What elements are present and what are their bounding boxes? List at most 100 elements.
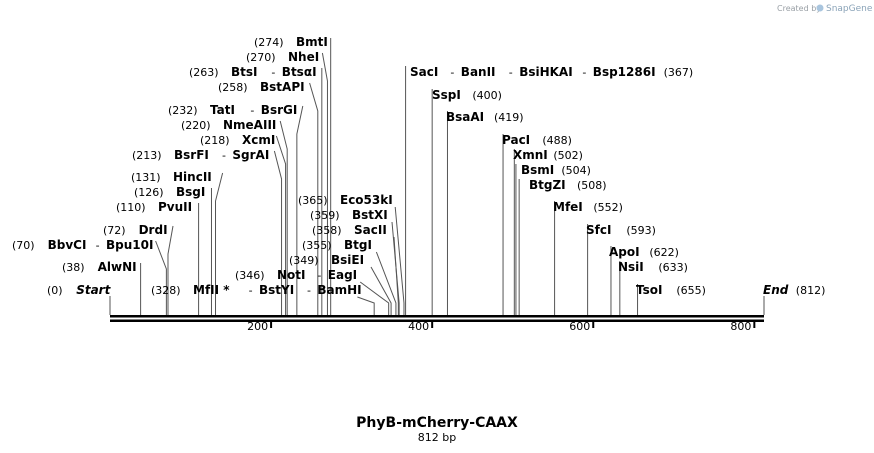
site-mfei[interactable]: MfeI (552) xyxy=(553,200,623,214)
ruler-tick-label: 800 xyxy=(730,320,751,333)
enzyme-name-paci: PacI xyxy=(502,133,530,147)
site-bmti[interactable]: (274) BmtI xyxy=(254,35,328,49)
enzyme-name-bsgi: BsgI xyxy=(176,185,205,199)
enzyme-name-saci-1: BanII xyxy=(461,65,496,79)
enzyme-name-mfei: MfeI xyxy=(553,200,583,214)
backbone-bottom-strand xyxy=(110,319,764,322)
site-saci[interactable]: SacI - BanII - BsiHKAI - Bsp1286I (367) xyxy=(410,65,693,79)
site-position-bsiei: (349) xyxy=(289,254,319,267)
site-leader-lines xyxy=(109,38,765,315)
site-bstapi[interactable]: (258) BstAPI xyxy=(218,80,305,94)
enzyme-name-noti-1: EagI xyxy=(328,268,357,282)
site-bsaai[interactable]: BsaAI (419) xyxy=(446,110,524,124)
site-position-bbvci: (70) xyxy=(12,239,35,252)
leader-line-bstapi xyxy=(309,82,319,315)
enzyme-name-btgzi: BtgZI xyxy=(529,178,566,192)
leader-line-btgi xyxy=(375,251,397,315)
site-position-paci: (488) xyxy=(542,134,572,147)
name-separator: - xyxy=(582,66,586,79)
site-position-mfli: (328) xyxy=(151,284,181,297)
site-position-bsmi: (504) xyxy=(561,164,591,177)
site-position-nhei: (270) xyxy=(246,51,276,64)
site-btgi[interactable]: (355) BtgI xyxy=(302,238,372,252)
leader-line-bstxi xyxy=(391,221,400,315)
enzyme-name-saci: SacI xyxy=(410,65,438,79)
site-paci[interactable]: PacI (488) xyxy=(502,133,572,147)
map-title: PhyB-mCherry-CAAX xyxy=(356,415,518,431)
leader-line-xcmi xyxy=(275,135,287,315)
enzyme-name-eco53ki: Eco53kI xyxy=(340,193,393,207)
leader-line-bsrfi xyxy=(273,150,283,315)
site-tsoi[interactable]: TsoI (655) xyxy=(636,283,706,297)
site-position-sacii: (358) xyxy=(312,224,342,237)
enzyme-name-sspi: SspI xyxy=(432,88,461,102)
enzyme-name-tati-1: BsrGI xyxy=(261,103,298,117)
site-position-btgzi: (508) xyxy=(577,179,607,192)
enzyme-name-sfci: SfcI xyxy=(586,223,611,237)
site-position-sspi: (400) xyxy=(472,89,502,102)
enzyme-name-bsrfi: BsrFI xyxy=(174,148,209,162)
backbone-top-strand xyxy=(110,315,764,318)
site-start[interactable]: (0) Start xyxy=(47,283,112,297)
site-end[interactable]: End (812) xyxy=(763,283,825,297)
site-position-end: (812) xyxy=(796,284,826,297)
leader-line-hincii xyxy=(215,172,224,315)
site-mfli[interactable]: (328) MfII * - BstYI - BamHI xyxy=(151,283,362,297)
site-drdi[interactable]: (72) DrdI xyxy=(103,223,168,237)
site-btsi[interactable]: (263) BtsI - BtsαI xyxy=(189,65,317,79)
site-nsii[interactable]: NsiI (633) xyxy=(618,260,688,274)
site-xmni[interactable]: XmnI (502) xyxy=(513,148,583,162)
site-tati[interactable]: (232) TatI - BsrGI xyxy=(168,103,297,117)
site-bbvci[interactable]: (70) BbvCI - Bpu10I xyxy=(12,238,153,252)
site-bsiei[interactable]: (349) BsiEI xyxy=(289,253,364,267)
enzyme-name-xcmi: XcmI xyxy=(242,133,275,147)
leader-line-nmeaiii xyxy=(279,120,288,315)
site-labels: (0) Start (38) AlwNI (70) BbvCI - Bpu10I(72) Drd… xyxy=(12,35,825,297)
leader-line-bbvci xyxy=(155,240,167,315)
site-btgzi[interactable]: BtgZI (508) xyxy=(529,178,607,192)
site-sacii[interactable]: (358) SacII xyxy=(312,223,387,237)
site-sspi[interactable]: SspI (400) xyxy=(432,88,502,102)
enzyme-name-btgi: BtgI xyxy=(344,238,372,252)
site-nhei[interactable]: (270) NheI xyxy=(246,50,319,64)
enzyme-name-bsrfi-1: SgrAI xyxy=(232,148,269,162)
site-eco53ki[interactable]: (365) Eco53kI xyxy=(298,193,393,207)
leader-line-bsiei xyxy=(370,266,392,315)
site-pvuii[interactable]: (110) PvuII xyxy=(116,200,192,214)
enzyme-name-bbvci-1: Bpu10I xyxy=(106,238,153,252)
site-position-nmeaiii: (220) xyxy=(181,119,211,132)
site-alwni[interactable]: (38) AlwNI xyxy=(62,260,137,274)
enzyme-name-start: Start xyxy=(76,283,111,297)
enzyme-name-nhei: NheI xyxy=(288,50,319,64)
site-position-noti: (346) xyxy=(235,269,265,282)
enzyme-name-mfli-2: BamHI xyxy=(317,283,361,297)
enzyme-name-mfli: MfII * xyxy=(193,283,230,297)
site-noti[interactable]: (346) NotI - EagI xyxy=(235,268,357,282)
site-position-mfei: (552) xyxy=(593,201,623,214)
site-xcmi[interactable]: (218) XcmI xyxy=(200,133,275,147)
enzyme-name-hincii: HincII xyxy=(173,170,212,184)
ruler-tick-mark xyxy=(431,322,434,328)
enzyme-name-saci-2: BsiHKAI xyxy=(519,65,573,79)
site-apoi[interactable]: ApoI (622) xyxy=(609,245,679,259)
site-bsmi[interactable]: BsmI (504) xyxy=(521,163,591,177)
site-bsrfi[interactable]: (213) BsrFI - SgrAI xyxy=(132,148,269,162)
enzyme-name-bsiei: BsiEI xyxy=(331,253,364,267)
site-nmeaiii[interactable]: (220) NmeAIII xyxy=(181,118,276,132)
leader-line-nhei xyxy=(321,52,328,315)
site-position-nsii: (633) xyxy=(658,261,688,274)
site-bstxi[interactable]: (359) BstXI xyxy=(310,208,388,222)
site-position-bstxi: (359) xyxy=(310,209,340,222)
site-position-bstapi: (258) xyxy=(218,81,248,94)
site-hincii[interactable]: (131) HincII xyxy=(131,170,212,184)
site-bsgi[interactable]: (126) BsgI xyxy=(134,185,205,199)
enzyme-name-nsii: NsiI xyxy=(618,260,644,274)
enzyme-name-apoi: ApoI xyxy=(609,245,640,259)
site-sfci[interactable]: SfcI (593) xyxy=(586,223,656,237)
name-separator: - xyxy=(249,284,253,297)
enzyme-name-alwni: AlwNI xyxy=(98,260,137,274)
enzyme-name-bstxi: BstXI xyxy=(352,208,388,222)
ruler-tick-mark xyxy=(270,322,273,328)
leader-line-tati xyxy=(296,105,304,315)
